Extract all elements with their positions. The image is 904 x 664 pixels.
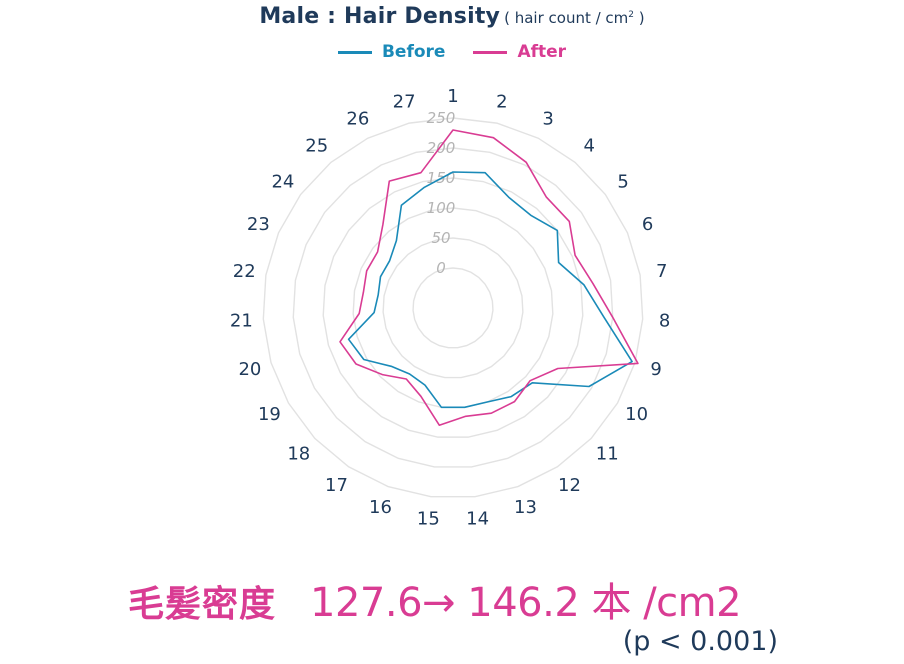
category-label-13: 13 bbox=[514, 497, 537, 518]
radial-tick-label: 100 bbox=[427, 199, 456, 217]
unit-close: ) bbox=[634, 9, 645, 27]
category-label-3: 3 bbox=[542, 109, 553, 130]
category-label-25: 25 bbox=[305, 136, 328, 157]
category-label-20: 20 bbox=[238, 359, 261, 380]
chart-title: Male : Hair Density( hair count / cm2 ) bbox=[0, 4, 904, 29]
unit-superscript: 2 bbox=[628, 10, 635, 20]
category-label-24: 24 bbox=[271, 171, 294, 192]
category-label-14: 14 bbox=[466, 509, 489, 530]
chart-title-main: Male : Hair Density bbox=[259, 4, 501, 29]
legend: Before After bbox=[0, 42, 904, 62]
grid-ring-0 bbox=[412, 267, 494, 349]
category-label-1: 1 bbox=[447, 86, 458, 107]
category-label-15: 15 bbox=[417, 509, 440, 530]
unit-open: ( hair count / cm bbox=[504, 9, 629, 27]
chart-title-unit: ( hair count / cm2 ) bbox=[504, 9, 645, 27]
summary-label: 毛髪密度 bbox=[128, 584, 277, 625]
category-label-12: 12 bbox=[558, 475, 581, 496]
legend-swatch-before bbox=[337, 50, 372, 54]
category-label-22: 22 bbox=[233, 261, 256, 282]
category-label-21: 21 bbox=[230, 310, 253, 331]
p-value: (p < 0.001) bbox=[622, 626, 778, 657]
series-line-before bbox=[347, 171, 633, 409]
grid-ring-50 bbox=[382, 237, 524, 379]
radial-tick-label: 50 bbox=[431, 229, 450, 247]
radial-tick-label: 250 bbox=[427, 109, 456, 127]
summary: 毛髪密度 127.6→ 146.2 本 /cm2 bbox=[128, 570, 742, 628]
category-label-17: 17 bbox=[325, 475, 348, 496]
radial-tick-label: 200 bbox=[427, 139, 456, 157]
category-label-4: 4 bbox=[584, 136, 595, 157]
legend-item-before: Before bbox=[337, 42, 446, 62]
category-label-6: 6 bbox=[642, 214, 653, 235]
series-line-after bbox=[339, 129, 639, 427]
legend-label-before: Before bbox=[381, 42, 446, 62]
category-label-23: 23 bbox=[247, 214, 270, 235]
grid-ring-200 bbox=[292, 147, 614, 468]
category-label-26: 26 bbox=[346, 109, 369, 130]
category-label-19: 19 bbox=[258, 404, 281, 425]
category-label-18: 18 bbox=[287, 443, 310, 464]
legend-item-after: After bbox=[473, 42, 566, 62]
grid-ring-250 bbox=[262, 117, 644, 498]
category-label-2: 2 bbox=[496, 92, 507, 113]
category-label-5: 5 bbox=[617, 171, 628, 192]
category-label-8: 8 bbox=[659, 310, 670, 331]
legend-label-after: After bbox=[517, 42, 567, 62]
summary-values: 127.6→ 146.2 本 /cm2 bbox=[310, 580, 742, 626]
category-label-27: 27 bbox=[393, 92, 416, 113]
radial-tick-label: 0 bbox=[436, 259, 446, 277]
grid-ring-150 bbox=[322, 177, 584, 438]
category-label-11: 11 bbox=[596, 443, 619, 464]
category-label-9: 9 bbox=[650, 359, 661, 380]
category-label-10: 10 bbox=[625, 404, 648, 425]
category-label-7: 7 bbox=[656, 261, 667, 282]
category-label-16: 16 bbox=[369, 497, 392, 518]
legend-swatch-after bbox=[473, 50, 508, 54]
